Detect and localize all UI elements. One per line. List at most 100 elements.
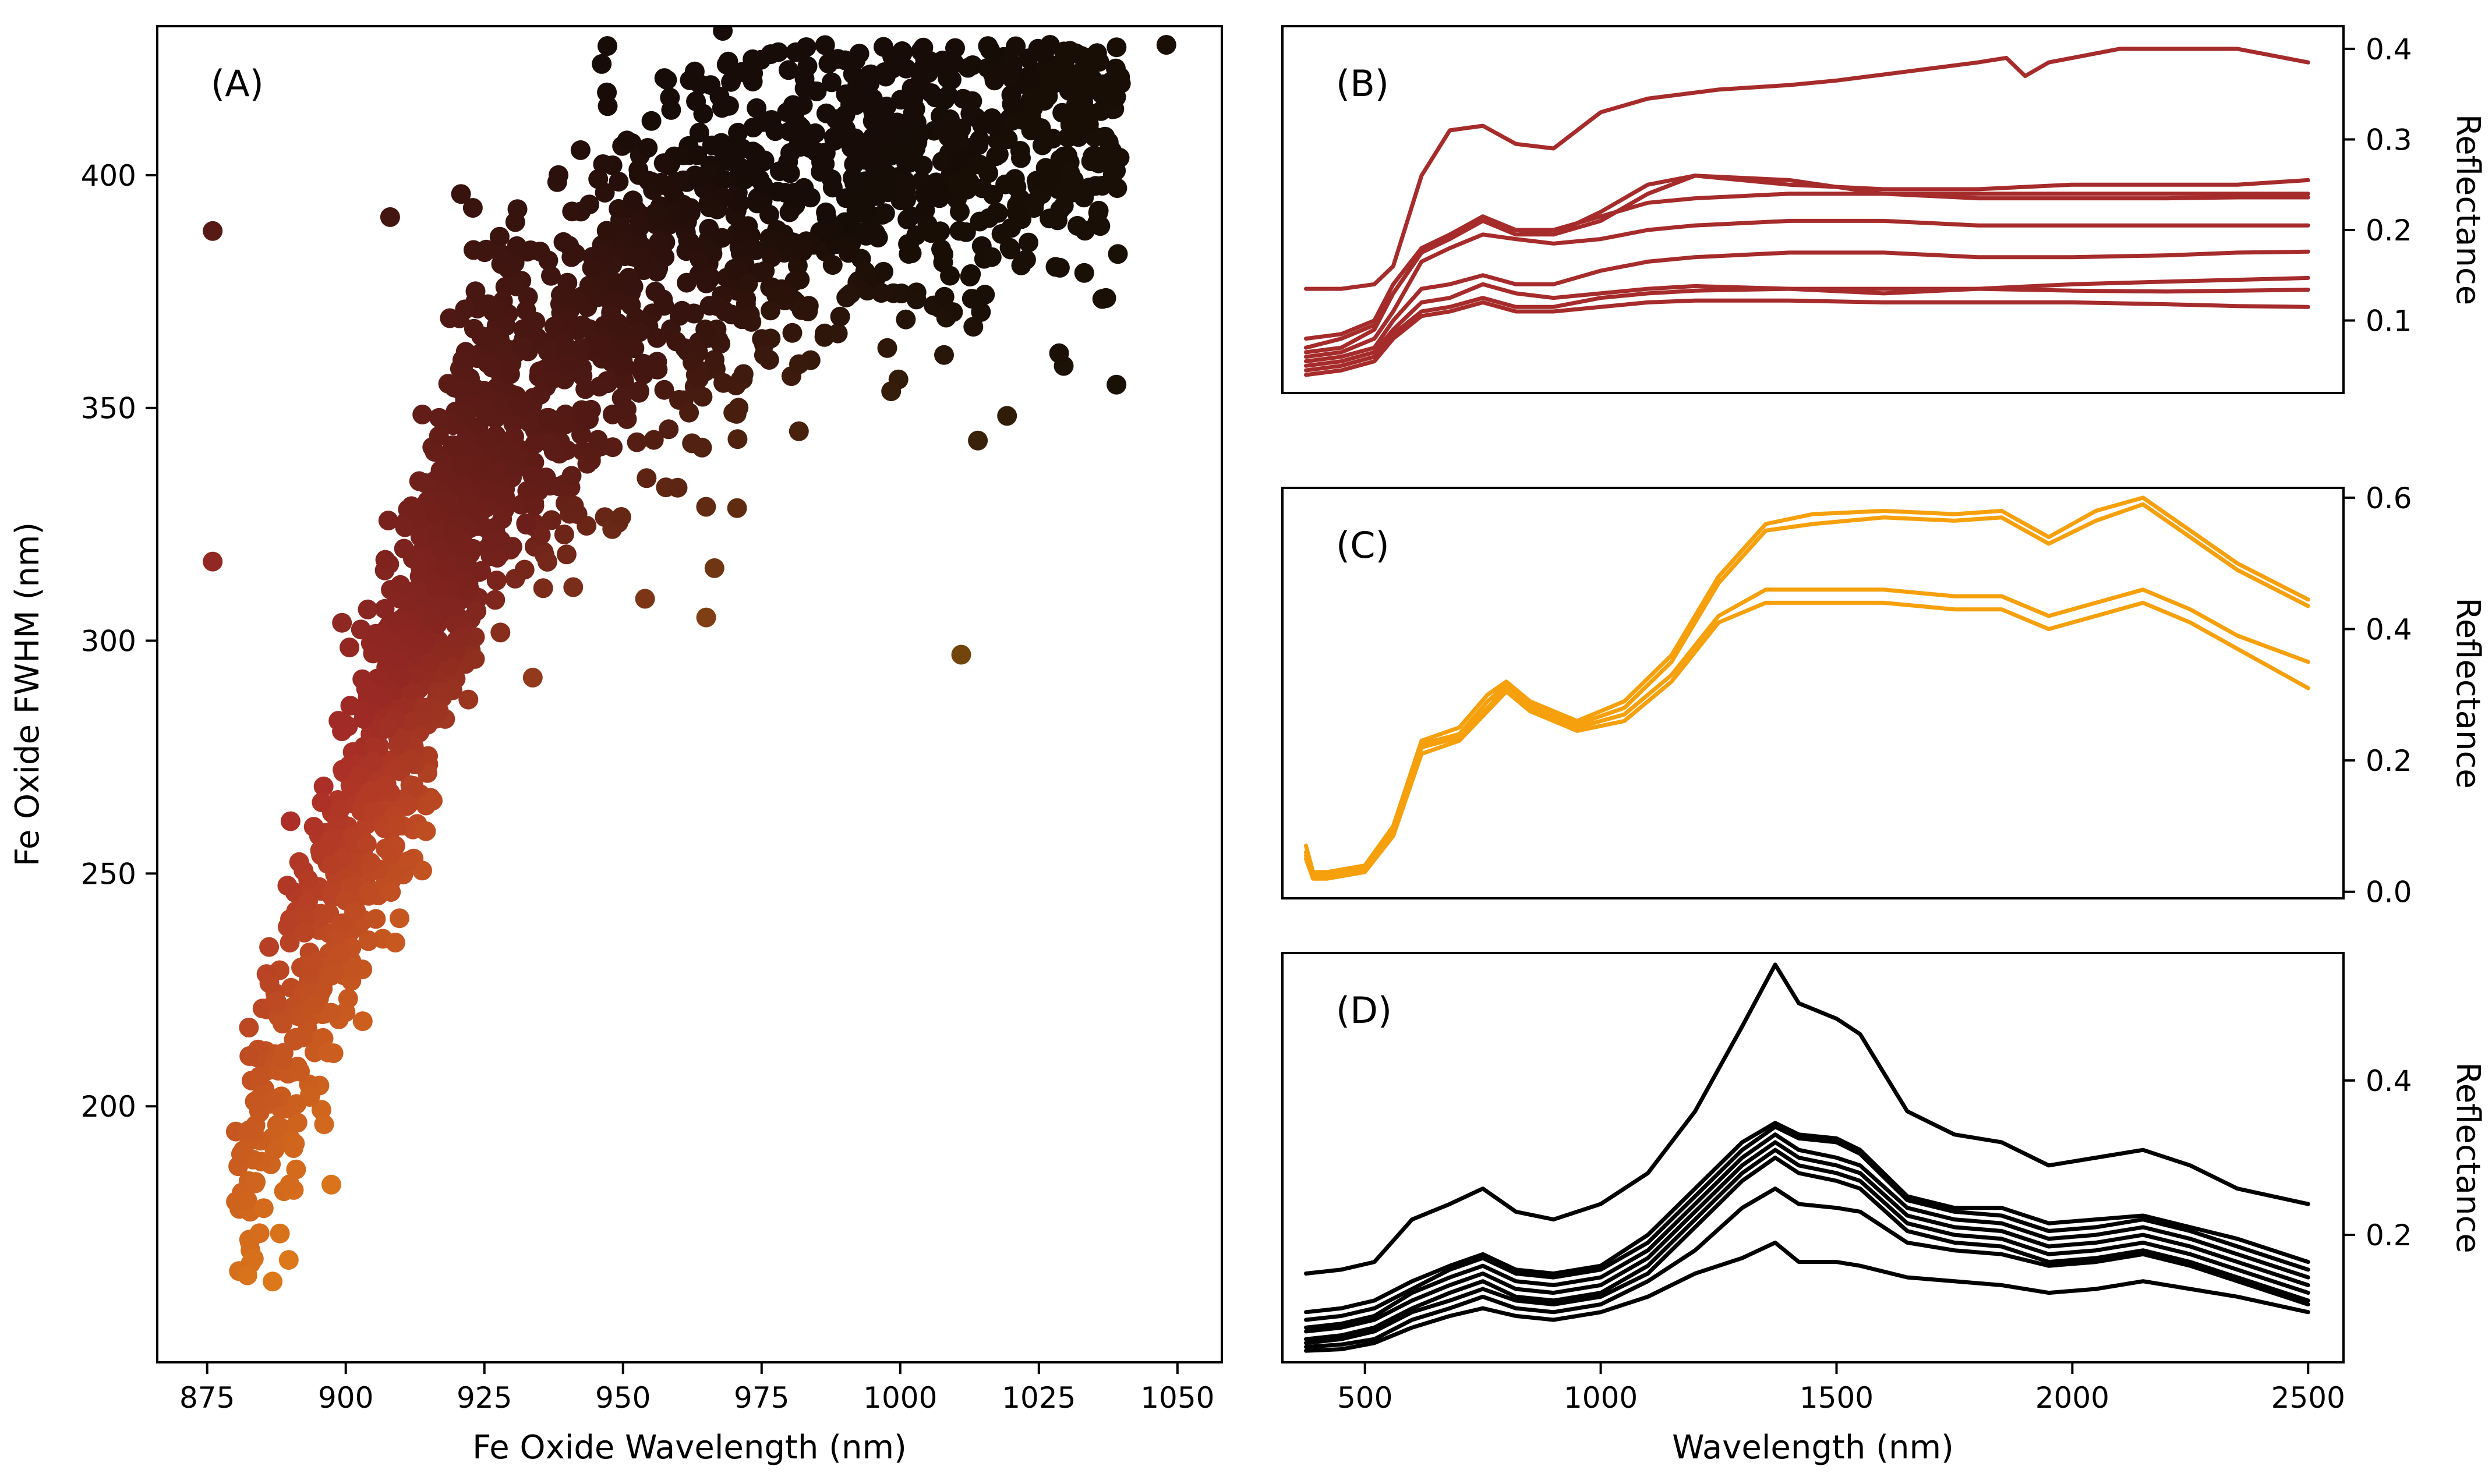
- scatter-point: [653, 153, 674, 173]
- scatter-point: [486, 571, 507, 591]
- scatter-point: [988, 131, 1008, 151]
- spectrum-line: [1304, 173, 2310, 341]
- scatter-point: [654, 68, 674, 88]
- spectrum-line: [1304, 173, 2310, 350]
- scatter-point: [386, 814, 406, 835]
- scatter-point: [598, 36, 617, 56]
- scatter-point: [815, 35, 835, 55]
- scatter-point: [436, 559, 455, 579]
- scatter-point: [374, 598, 395, 619]
- scatter-point: [505, 212, 525, 232]
- y-axis-title: Reflectance: [2449, 597, 2487, 788]
- y-axis-title: Fe Oxide FWHM (nm): [9, 522, 47, 867]
- scatter-point: [659, 419, 679, 440]
- spectrum-line: [1304, 495, 2310, 874]
- scatter-point: [688, 342, 708, 362]
- panel-frame: [1281, 25, 2345, 394]
- panel-label: (D): [1336, 989, 1392, 1032]
- scatter-point: [753, 175, 773, 196]
- spectrum-line: [1304, 587, 2310, 877]
- spectrum-line: [1304, 249, 2310, 364]
- scatter-point: [543, 441, 564, 461]
- scatter-point: [680, 198, 701, 218]
- scatter-point: [719, 95, 739, 116]
- y-tick-label: 0.1: [2366, 304, 2412, 338]
- scatter-point: [1087, 213, 1107, 233]
- scatter-point: [918, 63, 939, 83]
- scatter-point: [896, 154, 917, 174]
- scatter-point: [237, 1265, 257, 1285]
- scatter-point: [944, 53, 964, 73]
- scatter-point: [728, 122, 748, 143]
- scatter-point: [358, 931, 379, 951]
- scatter-point: [865, 223, 886, 243]
- x-tick-label: 1000: [1564, 1381, 1638, 1415]
- scatter-point: [370, 628, 391, 648]
- plot-area: [1304, 47, 2310, 377]
- spectrum-line: [1304, 1187, 2310, 1349]
- scatter-point: [476, 239, 496, 260]
- scatter-point: [926, 172, 946, 193]
- scatter-point: [607, 273, 628, 293]
- scatter-point: [696, 607, 716, 628]
- scatter-point: [439, 596, 458, 617]
- scatter-point: [375, 838, 395, 859]
- scatter-point: [239, 1120, 259, 1141]
- scatter-point: [1109, 147, 1130, 168]
- scatter-point: [921, 223, 941, 243]
- scatter-point: [263, 1272, 283, 1292]
- y-tick-label: 0.4: [2366, 613, 2412, 647]
- scatter-point: [492, 509, 512, 529]
- scatter-point: [440, 656, 460, 676]
- scatter-point: [609, 172, 629, 192]
- scatter-point: [456, 404, 476, 424]
- scatter-point: [537, 551, 557, 572]
- plot-area: [203, 26, 1176, 1292]
- scatter-point: [915, 185, 935, 205]
- scatter-point: [850, 83, 870, 104]
- scatter-point: [978, 36, 998, 56]
- scatter-point: [712, 187, 733, 207]
- scatter-point: [667, 477, 688, 498]
- scatter-point: [555, 415, 575, 435]
- scatter-point: [259, 937, 280, 957]
- y-tick-label: 0.6: [2366, 481, 2412, 515]
- scatter-point: [1040, 35, 1060, 55]
- scatter-point: [1016, 250, 1036, 270]
- scatter-point: [533, 578, 553, 598]
- scatter-point: [531, 384, 550, 405]
- panel-label: (A): [211, 62, 264, 105]
- scatter-point: [778, 284, 798, 304]
- y-tick-label: 0.4: [2366, 1064, 2412, 1098]
- spectrum-line: [1304, 192, 2310, 355]
- y-tick-label: 0.4: [2366, 33, 2412, 66]
- spectrum-line: [1304, 1124, 2310, 1322]
- scatter-point: [482, 357, 503, 378]
- scatter-point: [800, 187, 821, 208]
- spectrum-line: [1304, 1240, 2310, 1353]
- scatter-point: [701, 75, 721, 95]
- scatter-point: [826, 109, 846, 129]
- scatter-point: [611, 507, 631, 527]
- scatter-point: [443, 435, 463, 455]
- scatter-point: [397, 626, 418, 646]
- scatter-point: [287, 1113, 307, 1133]
- scatter-point: [768, 42, 789, 62]
- scatter-point: [311, 1100, 331, 1120]
- y-tick-label: 250: [81, 857, 136, 891]
- scatter-point: [412, 405, 433, 424]
- scatter-point: [867, 186, 888, 206]
- scatter-point: [698, 272, 717, 292]
- x-tick-label: 1050: [1140, 1381, 1214, 1415]
- scatter-point: [298, 891, 318, 912]
- scatter-point: [381, 882, 401, 902]
- scatter-point: [1054, 196, 1074, 216]
- scatter-point: [263, 1089, 282, 1109]
- scatter-point: [603, 342, 624, 362]
- scatter-point: [444, 377, 465, 398]
- scatter-point: [522, 465, 543, 486]
- scatter-point: [906, 289, 927, 310]
- x-tick-label: 2000: [2035, 1381, 2109, 1415]
- scatter-point: [1107, 374, 1127, 395]
- scatter-point: [938, 85, 959, 105]
